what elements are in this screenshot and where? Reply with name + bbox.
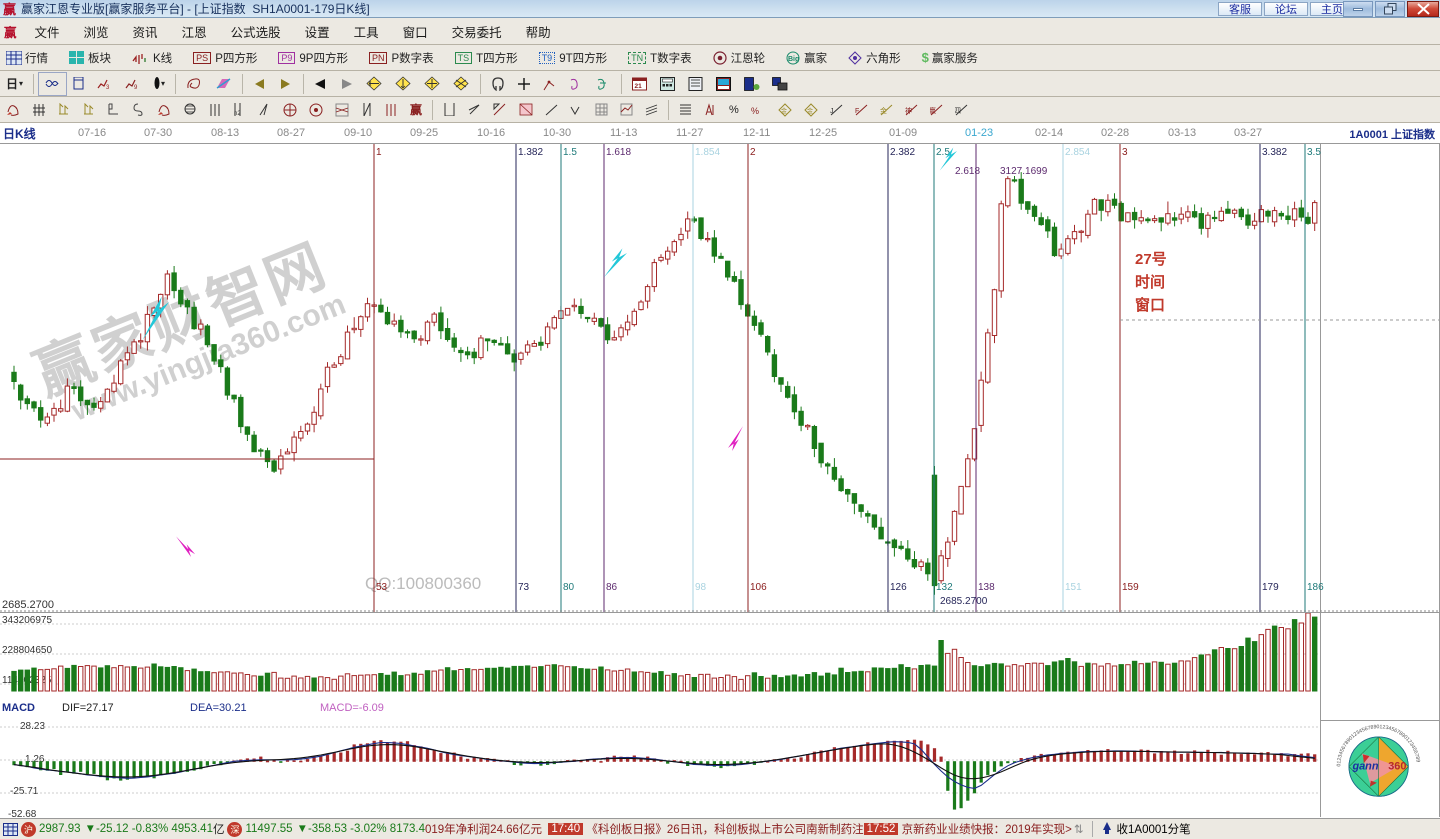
svg-text:151: 151 (1065, 582, 1082, 593)
svg-text:F: F (855, 108, 859, 115)
svg-text:1.854: 1.854 (695, 147, 720, 158)
svg-text:Big: Big (788, 56, 799, 63)
svg-text:2685.2700: 2685.2700 (940, 596, 988, 607)
svg-text:1.382: 1.382 (518, 147, 543, 158)
svg-text:四: 四 (955, 107, 961, 115)
svg-text:360: 360 (1388, 761, 1406, 773)
svg-text:金: 金 (880, 106, 887, 115)
svg-text:1.618: 1.618 (606, 147, 631, 158)
svg-text:窗口: 窗口 (1135, 296, 1165, 314)
svg-text:n2: n2 (234, 111, 241, 116)
svg-text:3.382: 3.382 (1262, 147, 1287, 158)
svg-text:金: 金 (807, 107, 813, 115)
svg-text:神: 神 (905, 106, 912, 115)
svg-text:2.382: 2.382 (890, 147, 915, 158)
svg-text:J: J (830, 108, 834, 115)
svg-text:132: 132 (936, 582, 953, 593)
svg-text:80: 80 (563, 582, 575, 593)
svg-text:%: % (751, 106, 759, 116)
svg-text:3: 3 (106, 85, 110, 90)
svg-text:2685.2700: 2685.2700 (2, 599, 54, 611)
svg-text:179: 179 (1262, 582, 1279, 593)
svg-text:138: 138 (978, 582, 995, 593)
svg-text:2.854: 2.854 (1065, 147, 1090, 158)
svg-text:2.618: 2.618 (955, 166, 980, 177)
svg-text:2: 2 (750, 147, 756, 158)
svg-text:gann: gann (1351, 761, 1378, 773)
svg-text:21: 21 (635, 83, 643, 90)
svg-text:1.5: 1.5 (563, 147, 577, 158)
svg-text:73: 73 (518, 582, 530, 593)
svg-text:98: 98 (695, 582, 707, 593)
svg-text:186: 186 (1307, 582, 1324, 593)
svg-text:赢: 赢 (930, 106, 936, 115)
svg-text:3.5: 3.5 (1307, 147, 1321, 158)
svg-text:53: 53 (376, 582, 388, 593)
svg-text:金: 金 (781, 107, 787, 115)
svg-text:1: 1 (376, 147, 382, 158)
svg-text:126: 126 (890, 582, 907, 593)
svg-text:159: 159 (1122, 582, 1139, 593)
svg-text:时间: 时间 (1135, 273, 1165, 291)
svg-text:106: 106 (750, 582, 767, 593)
svg-text:9: 9 (134, 85, 138, 90)
svg-text:3127.1699: 3127.1699 (1000, 166, 1048, 177)
svg-text:86: 86 (606, 582, 618, 593)
svg-text:3: 3 (1122, 147, 1128, 158)
svg-text:27号: 27号 (1135, 251, 1167, 268)
